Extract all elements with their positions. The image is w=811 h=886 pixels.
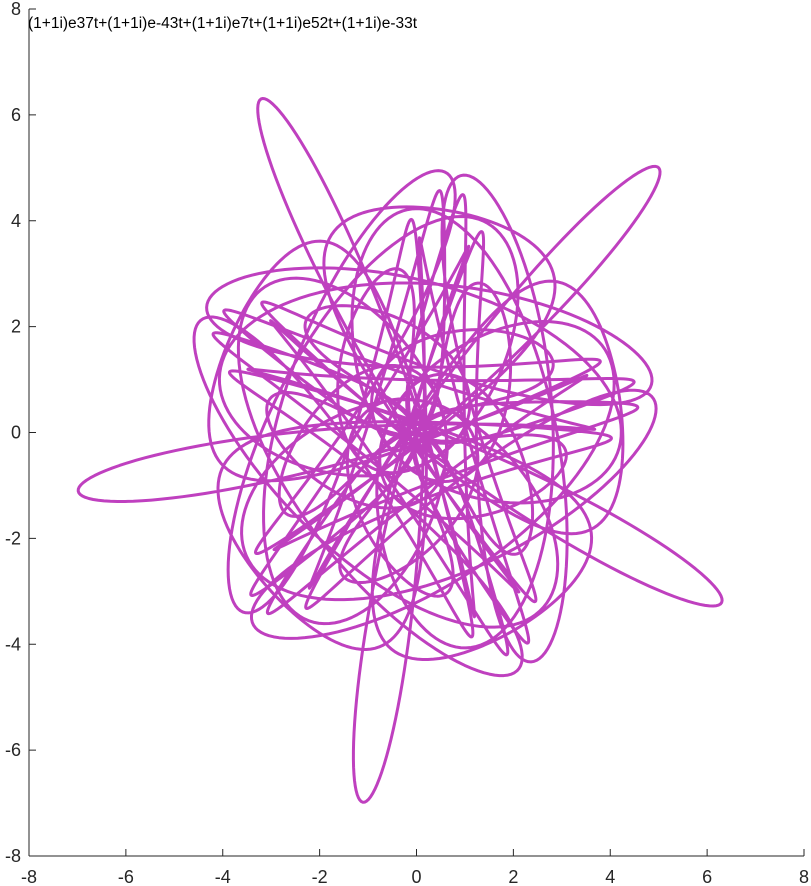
y-tick-label: -8 xyxy=(5,846,21,866)
y-tick-label: 0 xyxy=(11,423,21,443)
x-tick-label: 4 xyxy=(605,867,615,886)
x-tick-label: -2 xyxy=(312,867,328,886)
x-tick-label: 6 xyxy=(702,867,712,886)
x-tick-label: -8 xyxy=(21,867,37,886)
x-tick-label: -4 xyxy=(215,867,231,886)
plot-area xyxy=(78,98,722,802)
chart-title: (1+1i)e37t+(1+1i)e-43t+(1+1i)e7t+(1+1i)e… xyxy=(28,15,418,32)
y-tick-label: 6 xyxy=(11,105,21,125)
y-tick-label: -2 xyxy=(5,528,21,548)
x-tick-label: 0 xyxy=(411,867,421,886)
y-tick-label: 2 xyxy=(11,317,21,337)
y-tick-label: 4 xyxy=(11,211,21,231)
x-tick-label: 8 xyxy=(799,867,809,886)
x-tick-label: -6 xyxy=(118,867,134,886)
y-tick-label: -6 xyxy=(5,740,21,760)
curve-series-line xyxy=(78,98,722,802)
x-tick-label: 2 xyxy=(508,867,518,886)
y-tick-label: -4 xyxy=(5,634,21,654)
y-tick-label: 8 xyxy=(11,0,21,19)
